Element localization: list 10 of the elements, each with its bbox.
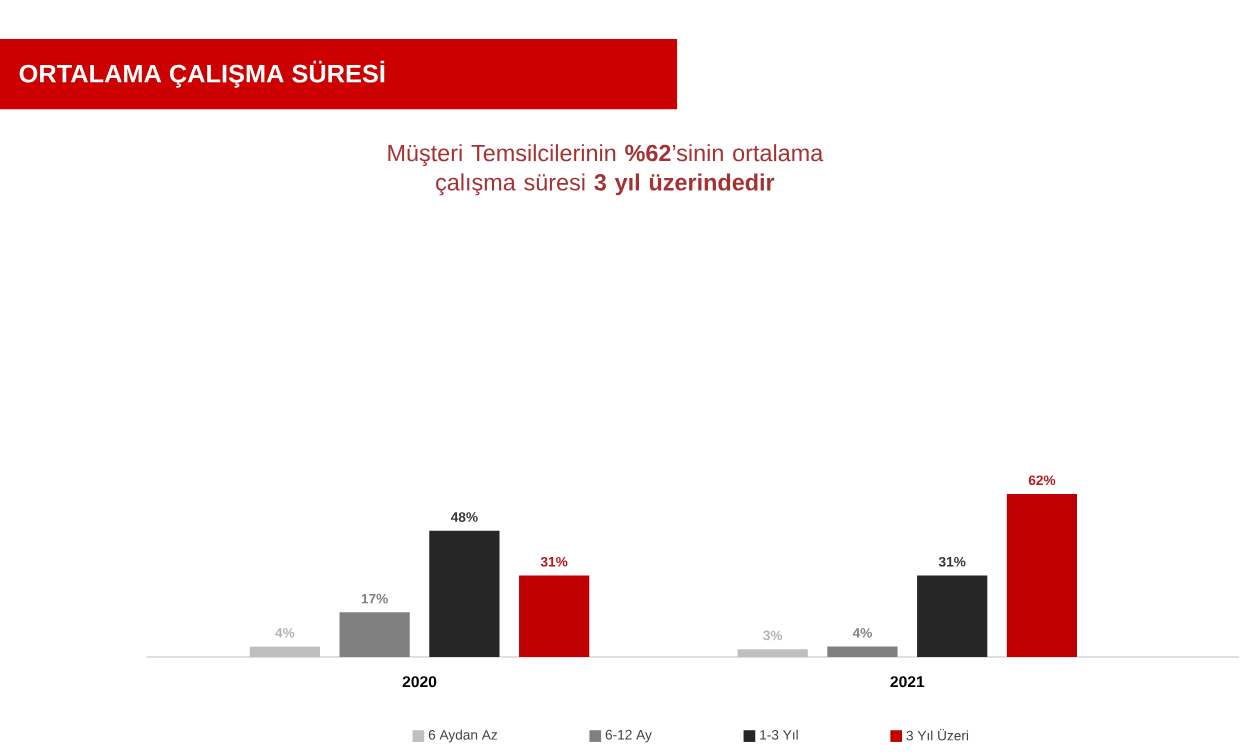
bar: [737, 649, 808, 658]
bar: [429, 531, 500, 658]
bar: [1006, 494, 1078, 658]
chart-title: ORTALAMA ÇALIŞMA SÜRESİ: [19, 61, 385, 89]
bar: [249, 646, 321, 658]
bar: [917, 575, 988, 658]
bar: [827, 646, 898, 658]
bar: [519, 575, 590, 658]
bar: [339, 612, 410, 658]
text: Müşteri Temsilcilerinin %62’sinin ortalama çalışma süresi 3 yıl üzerindedir: [388, 144, 824, 196]
